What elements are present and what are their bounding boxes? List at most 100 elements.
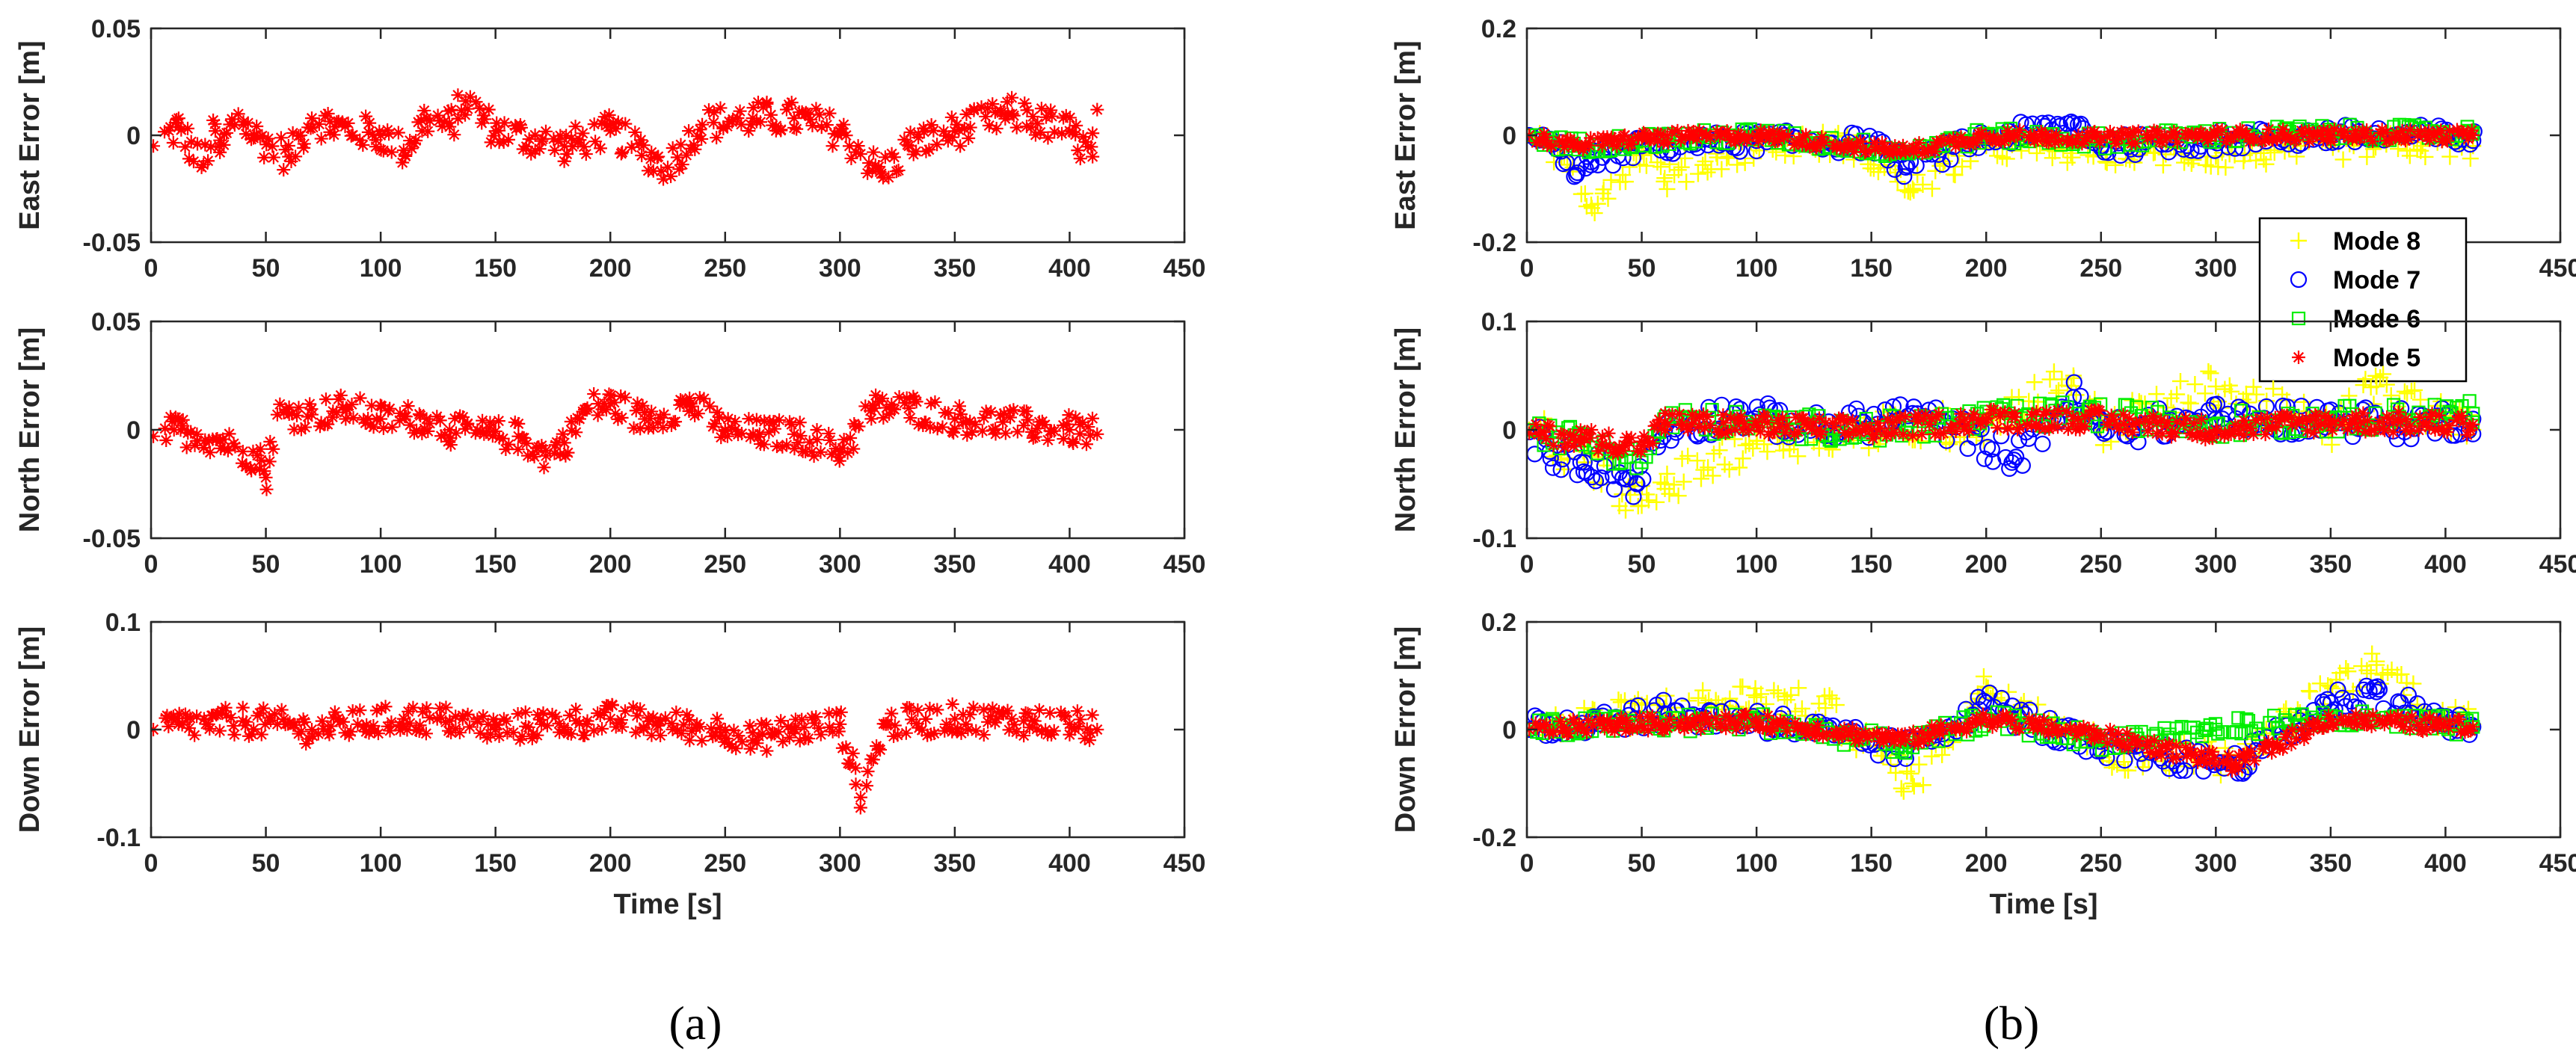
data-point	[965, 425, 979, 440]
data-point	[490, 116, 504, 130]
data-point	[2366, 708, 2380, 722]
data-point	[1931, 135, 1945, 150]
data-point	[876, 392, 890, 406]
data-point	[2360, 718, 2374, 732]
data-point	[2453, 712, 2467, 727]
data-point	[2231, 711, 2245, 725]
data-point	[1670, 161, 1687, 179]
data-point	[1925, 719, 1939, 733]
chart-b-down: 0 50 100 150 200 250 300 350 400 450-0.200.2Down …	[1390, 608, 2576, 920]
data-point	[268, 707, 282, 721]
data-point	[162, 123, 176, 138]
y-tick-label: 0	[126, 416, 141, 445]
data-point	[184, 135, 198, 149]
data-point	[2005, 712, 2020, 727]
data-point	[2168, 386, 2186, 403]
data-point	[727, 724, 741, 738]
data-point	[257, 150, 271, 164]
data-point-key	[1005, 107, 1019, 121]
data-point	[1729, 156, 1746, 173]
data-point	[1769, 685, 1786, 702]
data-point	[179, 440, 194, 454]
data-point	[1959, 440, 1976, 457]
data-point	[924, 396, 938, 410]
data-point	[565, 140, 580, 154]
data-point-key	[580, 401, 594, 415]
data-point	[721, 412, 735, 426]
data-point	[2372, 369, 2389, 386]
data-point	[2155, 427, 2169, 441]
data-point	[628, 125, 642, 139]
data-point	[1915, 725, 1929, 739]
legend-entry: Mode 6	[2333, 305, 2420, 333]
data-point	[2344, 682, 2361, 700]
data-point	[1005, 90, 1019, 105]
x-tick-label: 50	[1628, 550, 1656, 579]
data-point	[2032, 420, 2047, 434]
data-point	[2382, 387, 2400, 404]
data-point	[953, 407, 968, 422]
data-point	[969, 724, 983, 738]
data-point	[2195, 412, 2209, 426]
data-point	[548, 709, 562, 724]
data-point	[2307, 425, 2321, 440]
data-point	[2065, 416, 2079, 431]
data-point	[511, 416, 526, 431]
data-point	[990, 712, 1004, 726]
data-point-key	[270, 407, 284, 422]
data-point	[376, 421, 390, 435]
data-point	[1529, 135, 1543, 150]
data-point	[599, 403, 613, 417]
data-point	[790, 122, 804, 136]
data-point	[2395, 123, 2409, 138]
data-point	[2240, 419, 2254, 434]
data-point	[734, 117, 748, 132]
data-point	[2190, 131, 2204, 145]
data-point	[1694, 722, 1708, 736]
x-tick-label: 450	[2539, 550, 2576, 579]
data-point	[1741, 435, 1758, 452]
data-point	[451, 88, 465, 102]
data-point	[1911, 407, 1925, 422]
data-point	[597, 110, 612, 124]
data-point	[2200, 363, 2217, 380]
data-point	[470, 715, 485, 729]
data-point	[887, 150, 901, 164]
data-point	[658, 711, 672, 725]
data-point	[1032, 703, 1046, 717]
data-point	[688, 142, 702, 156]
data-point	[218, 700, 233, 715]
data-point	[791, 436, 805, 450]
data-point	[988, 715, 1002, 730]
data-point	[2071, 128, 2085, 142]
data-point	[760, 744, 774, 758]
data-point	[1762, 428, 1776, 442]
data-point	[1566, 712, 1580, 727]
data-point	[520, 437, 534, 451]
data-point	[1946, 131, 1961, 145]
data-point	[314, 416, 328, 430]
data-point	[2123, 126, 2137, 141]
data-point	[2301, 424, 2314, 438]
data-point	[1703, 418, 1718, 432]
data-point	[2311, 715, 2325, 730]
data-point	[1005, 712, 1019, 726]
data-point	[1866, 727, 1881, 742]
data-point	[814, 120, 829, 135]
data-point	[2051, 404, 2065, 418]
data-point	[962, 131, 976, 145]
data-point	[1739, 707, 1753, 721]
data-point	[1617, 502, 1635, 519]
data-point	[2013, 123, 2027, 137]
data-point-key	[2368, 683, 2385, 700]
data-point	[2241, 714, 2256, 728]
data-point	[1021, 413, 1035, 427]
data-point	[356, 138, 370, 152]
data-point	[1596, 429, 1609, 443]
data-point	[353, 391, 367, 405]
data-point	[331, 712, 345, 726]
data-point	[1860, 731, 1875, 745]
data-point-key	[833, 124, 847, 138]
data-point-key	[1090, 723, 1104, 736]
data-point	[2262, 141, 2279, 158]
